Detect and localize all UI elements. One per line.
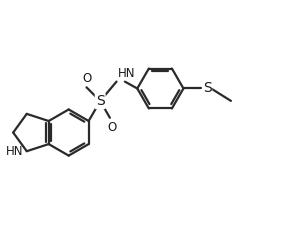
Text: HN: HN: [117, 67, 135, 80]
Text: HN: HN: [6, 145, 23, 158]
Text: O: O: [107, 121, 116, 134]
Text: S: S: [96, 94, 105, 108]
Text: O: O: [82, 72, 91, 84]
Text: S: S: [203, 82, 212, 96]
